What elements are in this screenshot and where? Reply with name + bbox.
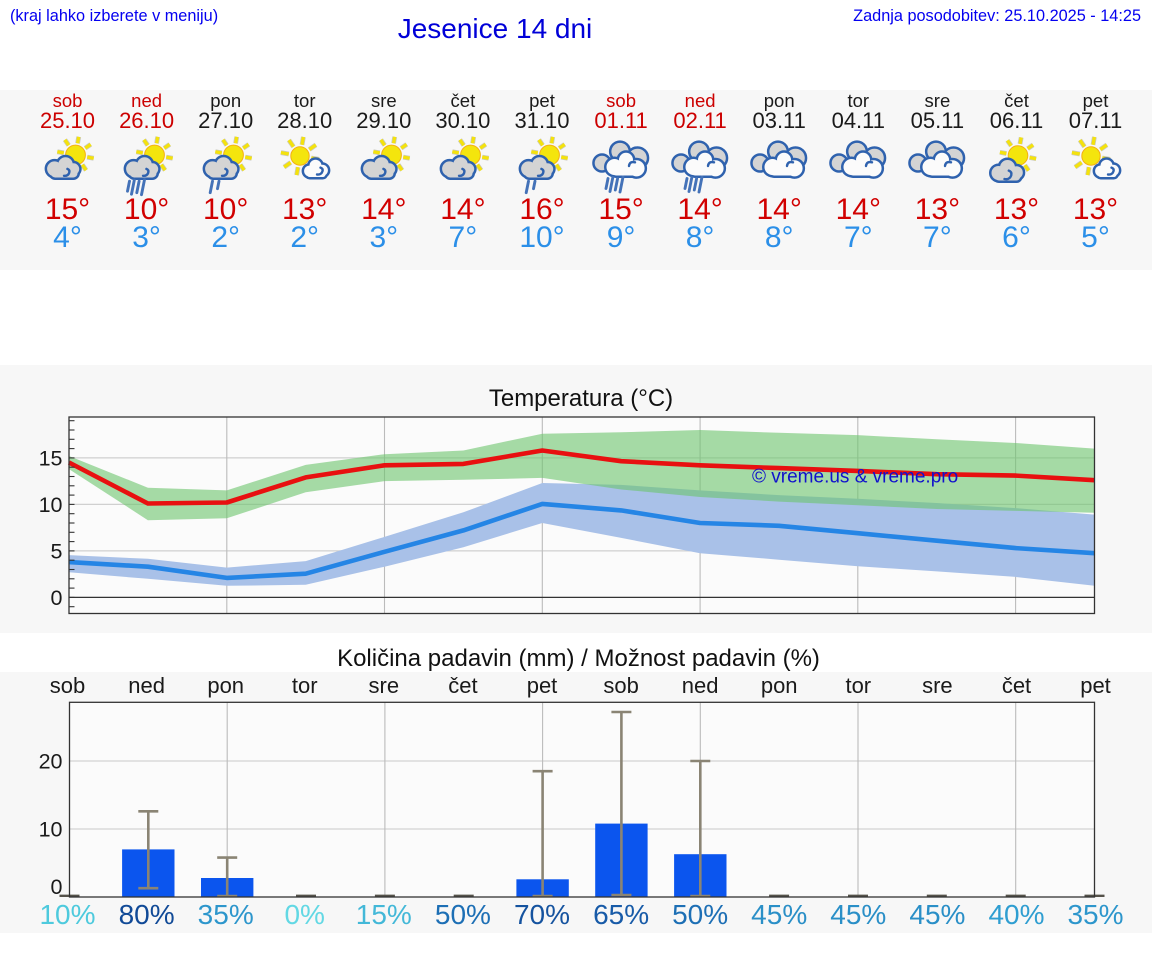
svg-text:sre: sre (369, 673, 400, 698)
svg-text:80%: 80% (119, 899, 175, 930)
svg-text:45%: 45% (751, 899, 807, 930)
svg-text:tor: tor (292, 673, 318, 698)
svg-text:pon: pon (761, 673, 798, 698)
svg-text:45%: 45% (909, 899, 965, 930)
svg-text:© vreme.us & vreme.pro: © vreme.us & vreme.pro (752, 467, 958, 488)
svg-text:35%: 35% (198, 899, 254, 930)
svg-text:40%: 40% (988, 899, 1044, 930)
svg-text:sob: sob (50, 673, 85, 698)
svg-text:ned: ned (682, 673, 719, 698)
svg-text:0: 0 (51, 586, 63, 610)
svg-text:35%: 35% (1067, 899, 1123, 930)
svg-text:pet: pet (1080, 673, 1111, 698)
svg-text:Količina padavin (mm) / Možnos: Količina padavin (mm) / Možnost padavin … (337, 645, 820, 672)
svg-text:50%: 50% (672, 899, 728, 930)
svg-text:45%: 45% (830, 899, 886, 930)
svg-text:0: 0 (51, 875, 63, 899)
svg-text:sob: sob (603, 673, 638, 698)
svg-text:ned: ned (128, 673, 165, 698)
svg-text:20: 20 (39, 750, 63, 774)
svg-text:15: 15 (39, 446, 63, 470)
svg-text:tor: tor (845, 673, 871, 698)
svg-text:70%: 70% (514, 899, 570, 930)
svg-text:50%: 50% (435, 899, 491, 930)
svg-text:pon: pon (207, 673, 244, 698)
svg-text:15%: 15% (356, 899, 412, 930)
svg-text:10%: 10% (39, 899, 95, 930)
svg-text:10: 10 (39, 493, 63, 517)
svg-text:Temperatura (°C): Temperatura (°C) (489, 385, 673, 412)
svg-text:čet: čet (448, 673, 477, 698)
svg-text:65%: 65% (593, 899, 649, 930)
svg-text:5: 5 (51, 539, 63, 563)
svg-text:čet: čet (1002, 673, 1031, 698)
svg-text:pet: pet (527, 673, 558, 698)
svg-text:0%: 0% (284, 899, 324, 930)
svg-text:10: 10 (39, 818, 63, 842)
svg-text:sre: sre (922, 673, 953, 698)
